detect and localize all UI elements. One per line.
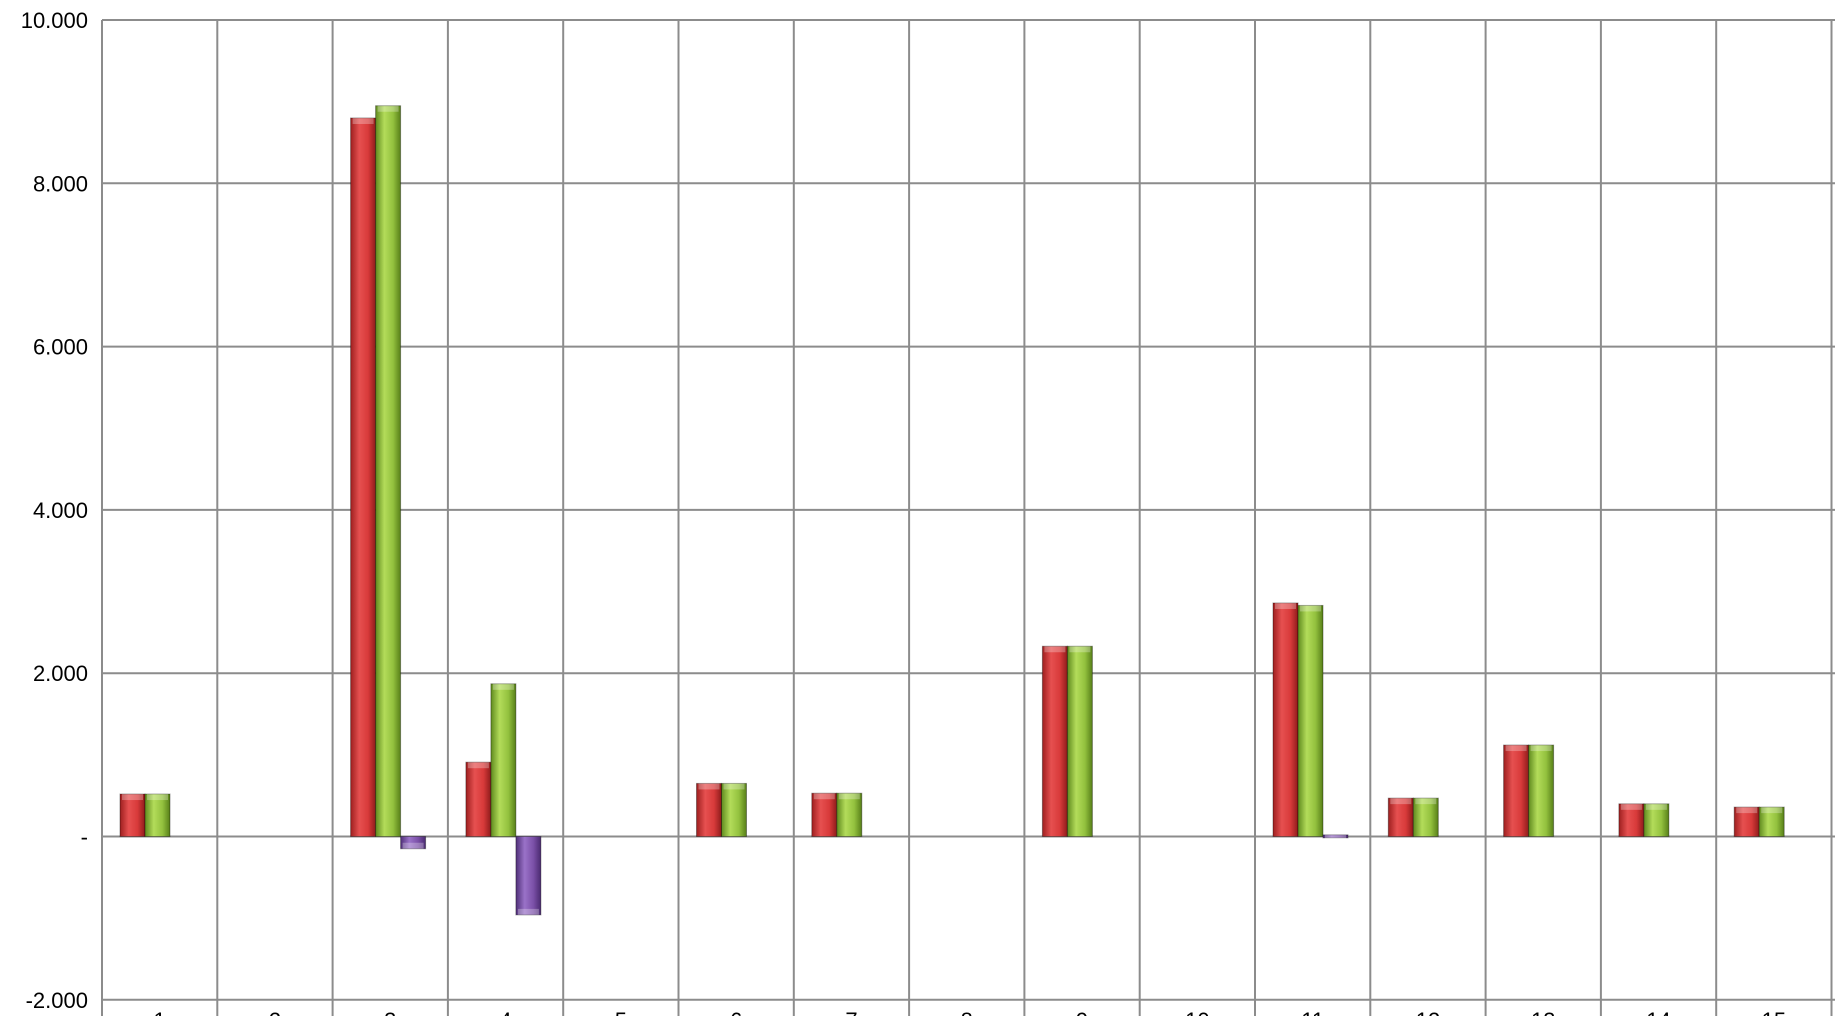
bar-series-1: [1503, 744, 1530, 837]
bar-cap-highlight: [813, 793, 835, 800]
bar-cap-highlight: [698, 783, 720, 790]
x-tick-label: 14: [1646, 1008, 1670, 1016]
bar-cap-highlight: [1736, 807, 1758, 814]
bars: [119, 105, 1785, 916]
bar-series-2: [1066, 645, 1093, 837]
bar-series-3: [515, 836, 542, 916]
bar-series-1: [811, 792, 838, 838]
bar-series-1: [696, 782, 722, 837]
bar-series-3: [1322, 834, 1349, 839]
x-tick-label: 4: [499, 1008, 511, 1016]
bar-series-1: [1618, 803, 1645, 838]
bar-series-2: [836, 792, 863, 838]
bar-cap-highlight: [1530, 745, 1552, 752]
bar-cap-highlight: [1761, 807, 1783, 814]
bar-cap-highlight: [1300, 605, 1321, 612]
bar-series-1: [1041, 645, 1068, 837]
bar-cap-highlight: [492, 683, 514, 690]
x-tick-label: 10: [1185, 1008, 1209, 1016]
y-tick-label: 6.000: [33, 335, 88, 360]
bar-series-2: [1528, 744, 1555, 837]
y-tick-label: -: [81, 825, 88, 850]
bar-cap-highlight: [402, 842, 424, 849]
bar-cap-highlight: [377, 105, 399, 112]
x-tick-label: 8: [961, 1008, 973, 1016]
bar-series-2: [490, 683, 517, 838]
x-tick-label: 9: [1076, 1008, 1088, 1016]
y-tick-label: 8.000: [33, 171, 88, 196]
bar-cap-highlight: [1069, 646, 1091, 653]
x-tick-label: 3: [384, 1008, 396, 1016]
x-tick-label: 6: [730, 1008, 742, 1016]
bar-cap-highlight: [517, 908, 539, 915]
y-tick-label: 4.000: [33, 498, 88, 523]
bar-cap-highlight: [723, 783, 745, 790]
bar-cap-highlight: [147, 794, 168, 801]
x-tick-label: 5: [615, 1008, 627, 1016]
bar-series-2: [721, 782, 747, 837]
bar-series-2: [1643, 803, 1670, 838]
bar-series-3: [400, 836, 427, 850]
y-tick-label: 2.000: [33, 661, 88, 686]
bar-series-1: [119, 793, 146, 837]
bar-series-2: [375, 105, 402, 838]
bar-cap-highlight: [1325, 834, 1346, 841]
bar-cap-highlight: [1275, 602, 1296, 609]
x-tick-label: 12: [1416, 1008, 1440, 1016]
bar-cap-highlight: [838, 793, 860, 800]
y-tick-label: -2.000: [26, 988, 88, 1013]
y-tick-label: 10.000: [21, 8, 88, 33]
bar-cap-highlight: [1505, 745, 1527, 752]
bar-cap-highlight: [1620, 803, 1642, 810]
x-tick-label: 13: [1531, 1008, 1555, 1016]
bar-series-2: [1758, 806, 1785, 838]
bar-series-2: [1297, 604, 1324, 837]
x-tick-label: 7: [845, 1008, 857, 1016]
bar-cap-highlight: [1415, 798, 1437, 805]
bar-series-1: [350, 117, 377, 838]
bar-cap-highlight: [1390, 798, 1412, 805]
bar-cap-highlight: [1044, 646, 1066, 653]
bar-series-2: [1412, 797, 1439, 838]
x-tick-label: 15: [1762, 1008, 1786, 1016]
bar-cap-highlight: [467, 762, 489, 769]
bar-cap-highlight: [1645, 803, 1667, 810]
bar-series-1: [1387, 797, 1414, 838]
bar-series-1: [1272, 602, 1299, 838]
bar-cap-highlight: [352, 117, 374, 124]
bar-series-1: [465, 761, 492, 837]
x-tick-label: 1: [154, 1008, 166, 1016]
x-tick-label: 2: [269, 1008, 281, 1016]
x-tick-label: 11: [1301, 1008, 1324, 1016]
axis-labels: 10.0008.0006.0004.0002.000--2.0001234567…: [21, 8, 1786, 1021]
bar-cap-highlight: [122, 794, 143, 801]
bar-series-2: [144, 793, 171, 837]
